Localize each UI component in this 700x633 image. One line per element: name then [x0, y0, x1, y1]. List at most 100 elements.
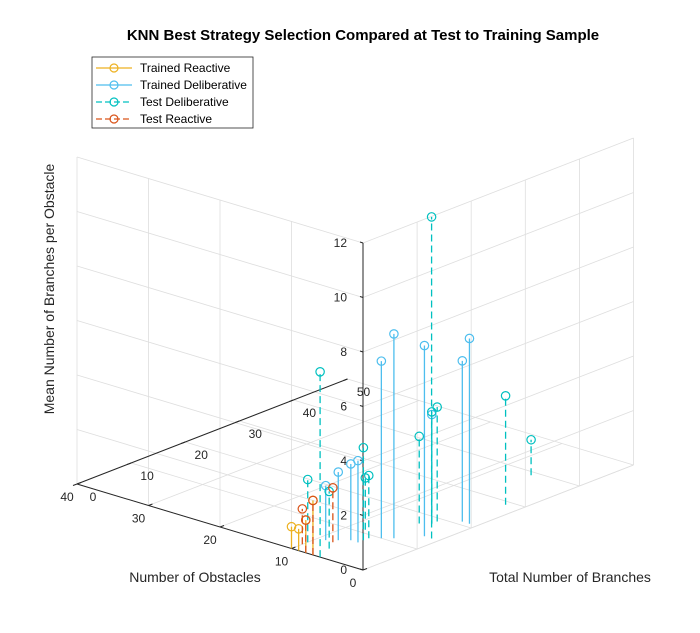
y-tick-mark	[235, 420, 240, 423]
tick-labels: 0 10 20 30 40 0 10 20 30 40 50 0 2 4 6 8 10 12	[60, 236, 370, 590]
legend-item: Trained Reactive	[96, 61, 231, 75]
floor-grid-line	[185, 441, 472, 529]
x-tick-mark	[148, 503, 153, 506]
legend-marker	[109, 80, 119, 90]
legend-label: Trained Reactive	[140, 61, 231, 75]
back-wall-grid-line	[362, 246, 634, 353]
legend-items: Trained Reactive Trained Deliberative Test…	[96, 61, 247, 126]
y-axis-line	[76, 378, 348, 485]
data-point-marker	[308, 495, 318, 506]
data-point-marker	[328, 482, 338, 493]
data-point-marker	[426, 407, 437, 417]
back-wall-grid-line	[362, 301, 634, 407]
z-tick-mark	[359, 241, 364, 244]
data-point-marker	[360, 473, 371, 483]
left-wall-grid-line	[76, 320, 364, 407]
back-wall-grid-line	[362, 410, 634, 516]
data-point-marker	[286, 521, 297, 532]
data-point-marker	[457, 356, 468, 366]
legend-marker	[109, 114, 119, 124]
z-tick-mark	[359, 405, 364, 407]
x-tick-label: 30	[132, 512, 146, 526]
x-axis-label: Number of Obstacles	[129, 569, 261, 585]
y-tick-mark	[126, 462, 132, 465]
back-wall-grid-line	[362, 137, 634, 244]
data-point-marker	[300, 515, 311, 525]
data-point-marker	[376, 356, 387, 366]
y-tick-mark	[343, 378, 348, 381]
floor-grid-line	[239, 420, 526, 508]
z-tick-label: 12	[334, 236, 348, 250]
x-tick-mark	[76, 482, 82, 485]
y-tick-label: 0	[90, 490, 97, 504]
series-test-deliberative	[302, 212, 536, 558]
z-tick-label: 6	[340, 400, 347, 414]
data-point-marker	[426, 212, 437, 222]
data-point-marker	[358, 442, 369, 453]
grid-layer	[76, 137, 634, 571]
data-point-marker	[414, 431, 425, 442]
back-wall-grid-line	[362, 355, 634, 462]
y-tick-label: 10	[140, 469, 154, 483]
x-tick-label: 0	[350, 576, 357, 590]
y-axis-label: Total Number of Branches	[489, 569, 651, 585]
y-tick-label: 30	[249, 427, 263, 441]
left-wall-grid-line	[76, 156, 364, 244]
floor-grid-line	[130, 462, 418, 550]
left-wall-grid-line	[76, 211, 364, 298]
back-wall-grid-line	[362, 464, 634, 571]
left-wall-grid-line	[76, 429, 364, 516]
floor-grid-line	[291, 443, 563, 549]
z-tick-label: 4	[340, 454, 347, 468]
z-axis-label: Mean Number of Branches per Obstacle	[41, 164, 57, 415]
left-wall-grid-line	[76, 374, 364, 462]
legend: Trained Reactive Trained Deliberative Test…	[91, 56, 254, 129]
z-tick-mark	[359, 350, 364, 353]
y-tick-label: 50	[357, 385, 371, 399]
y-tick-mark	[72, 483, 78, 486]
x-tick-mark	[219, 525, 225, 528]
legend-box	[91, 56, 254, 129]
data-point-marker	[297, 504, 308, 514]
x-tick-mark	[362, 568, 368, 571]
y-tick-label: 20	[195, 448, 209, 462]
data-point-marker	[302, 474, 313, 485]
x-tick-label: 10	[275, 555, 289, 569]
x-tick-label: 20	[203, 533, 217, 547]
data-point-marker	[500, 390, 511, 401]
data-layer	[286, 212, 536, 558]
z-tick-label: 0	[340, 563, 347, 577]
data-point-marker	[432, 402, 442, 412]
legend-label: Test Reactive	[140, 112, 212, 126]
z-tick-label: 10	[334, 291, 348, 305]
floor-grid-line	[347, 378, 634, 466]
legend-marker	[109, 63, 119, 73]
z-tick-mark	[359, 296, 364, 298]
data-point-marker	[389, 329, 399, 339]
z-tick-mark	[359, 568, 364, 571]
floor-grid-line	[148, 400, 420, 506]
x-tick-mark	[291, 546, 296, 549]
data-point-marker	[333, 467, 344, 477]
legend-label: Test Deliberative	[140, 95, 229, 109]
z-tick-mark	[359, 514, 364, 516]
y-tick-mark	[289, 399, 294, 402]
z-tick-label: 8	[340, 345, 347, 359]
back-wall-grid-line	[362, 192, 634, 298]
data-point-marker	[315, 366, 325, 377]
legend-item: Test Reactive	[96, 112, 212, 126]
z-tick-label: 2	[340, 509, 347, 523]
legend-item: Trained Deliberative	[96, 78, 247, 92]
y-tick-mark	[181, 441, 186, 444]
floor-grid-line	[219, 421, 491, 528]
y-tick-label: 40	[303, 406, 317, 420]
legend-marker	[109, 97, 119, 107]
data-point-marker	[526, 434, 536, 445]
legend-label: Trained Deliberative	[140, 78, 247, 92]
chart-title: KNN Best Strategy Selection Compared at …	[127, 27, 599, 44]
data-point-marker	[353, 455, 363, 466]
legend-item: Test Deliberative	[96, 95, 229, 109]
data-point-marker	[464, 333, 475, 344]
